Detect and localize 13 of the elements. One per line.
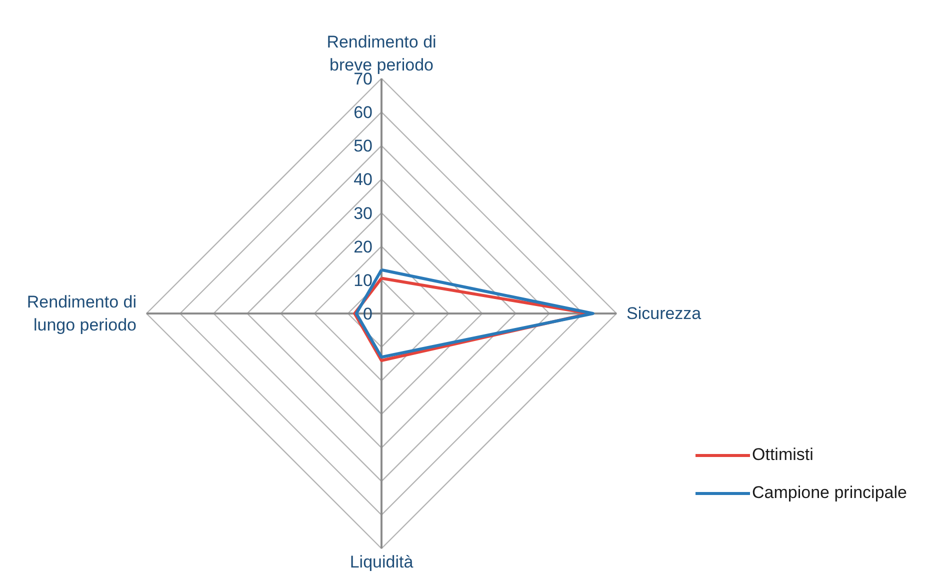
spoke-label: Rendimento di lungo periodo xyxy=(26,292,137,334)
y-tick-label: 60 xyxy=(354,103,373,122)
spoke-label: Liquidità xyxy=(350,552,414,572)
y-tick-label: 30 xyxy=(354,204,373,223)
spoke-label: Sicurezza xyxy=(626,304,702,323)
y-tick-label: 40 xyxy=(354,170,373,190)
y-tick-label: 50 xyxy=(354,136,373,156)
y-tick-label: 0 xyxy=(363,304,373,324)
legend-label: Campione principale xyxy=(752,483,907,503)
y-tick-label: 20 xyxy=(354,237,373,256)
y-tick-label: 10 xyxy=(354,270,373,290)
legend-label: Ottimisti xyxy=(752,445,814,465)
y-tick-label: 70 xyxy=(354,70,373,88)
